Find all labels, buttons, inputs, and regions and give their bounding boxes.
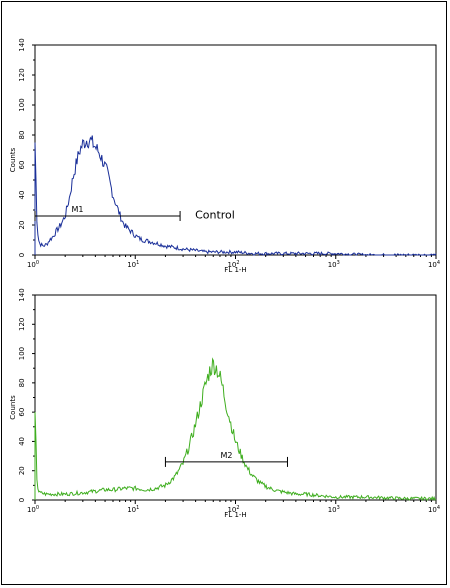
panel-bottom-y-axis-label: Counts xyxy=(9,395,17,420)
panel-top-y-tick-label: 140 xyxy=(18,38,26,51)
panel-top-y-tick-label: 20 xyxy=(18,221,26,230)
panel-top-x-tick-label: 102 xyxy=(227,260,239,269)
panel-top-x-axis-label: FL 1-H xyxy=(224,266,246,274)
panel-top-y-tick-label: 0 xyxy=(18,253,26,257)
panel-top-x-tick-label: 100 xyxy=(27,260,39,269)
panel-top-plot-frame xyxy=(34,44,437,256)
panel-bottom-y-tick-label: 0 xyxy=(18,498,26,502)
panel-bottom-x-tick-label: 101 xyxy=(127,505,139,514)
panel-top-y-tick-label: 100 xyxy=(18,98,26,111)
panel-bottom-y-tick-label: 80 xyxy=(18,378,26,387)
panel-bottom-x-tick-label: 100 xyxy=(27,505,39,514)
panel-bottom-gate-label: M2 xyxy=(220,451,232,460)
panel-bottom-y-tick-label: 60 xyxy=(18,408,26,417)
panel-bottom-y-tick-label: 100 xyxy=(18,347,26,360)
panel-bottom-x-tick-label: 102 xyxy=(227,505,239,514)
panel-bottom-y-tick-label: 140 xyxy=(18,288,26,301)
panel-top-histogram-line xyxy=(34,135,437,257)
panel-top-x-tick-label: 101 xyxy=(127,260,139,269)
panel-bottom-histogram-line xyxy=(34,357,437,502)
panel-top-x-tick-label: 104 xyxy=(428,260,440,269)
panel-bottom-x-axis-label: FL 1-H xyxy=(224,511,246,519)
panel-top-y-axis-label: Counts xyxy=(9,147,17,172)
panel-top-y-tick-label: 120 xyxy=(18,68,26,81)
panel-bottom-y-tick-label: 40 xyxy=(18,437,26,446)
panel-bottom-x-tick-label: 104 xyxy=(428,505,440,514)
panel-top-y-tick-label: 60 xyxy=(18,161,26,170)
panel-top-x-tick-label: 103 xyxy=(328,260,340,269)
panel-top-gate-label: M1 xyxy=(72,205,84,214)
panel-top-y-tick-label: 40 xyxy=(18,191,26,200)
panel-bottom-y-tick-label: 20 xyxy=(18,466,26,475)
panel-bottom-plot-frame xyxy=(34,294,437,501)
panel-top-y-tick-label: 80 xyxy=(18,131,26,140)
panel-top-annotation: Control xyxy=(195,209,235,222)
panel-bottom-y-tick-label: 120 xyxy=(18,318,26,331)
panel-bottom-x-tick-label: 103 xyxy=(328,505,340,514)
